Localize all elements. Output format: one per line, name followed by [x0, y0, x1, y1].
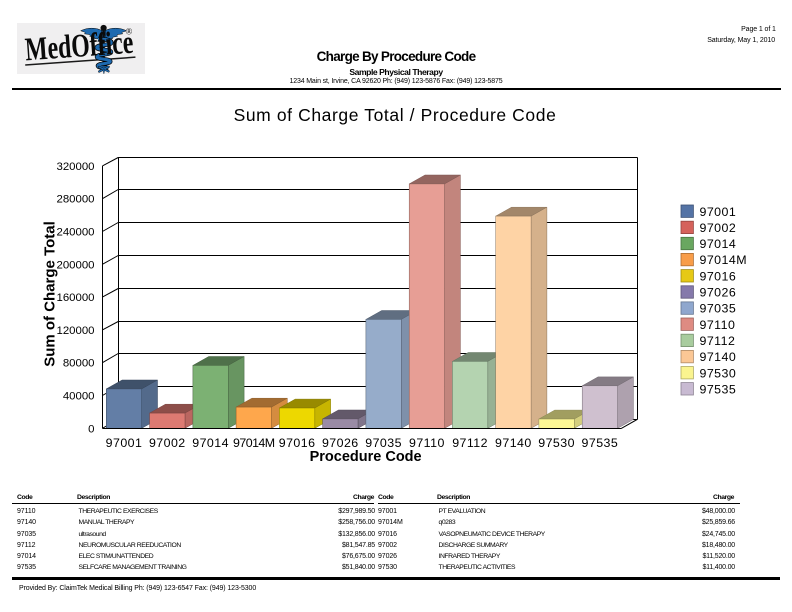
svg-text:97112: 97112 — [700, 334, 736, 348]
svg-text:97026: 97026 — [700, 286, 737, 300]
svg-text:®: ® — [126, 27, 133, 37]
svg-text:Sum of Charge Total: Sum of Charge Total — [42, 221, 59, 367]
svg-text:97001: 97001 — [700, 205, 737, 219]
svg-text:97110: 97110 — [409, 436, 445, 450]
svg-text:97014: 97014 — [700, 237, 737, 251]
svg-text:97026: 97026 — [322, 436, 359, 450]
svg-text:97002: 97002 — [700, 221, 737, 235]
svg-text:97112: 97112 — [452, 436, 488, 450]
svg-text:97530: 97530 — [700, 366, 737, 380]
svg-text:40000: 40000 — [63, 391, 95, 403]
svg-text:Sum of Charge Total / Procedur: Sum of Charge Total / Procedure Code — [234, 105, 557, 125]
svg-text:97035: 97035 — [365, 436, 402, 450]
svg-text:97035: 97035 — [700, 302, 737, 316]
svg-text:97014: 97014 — [192, 436, 229, 450]
svg-text:97535: 97535 — [582, 436, 619, 450]
svg-text:Procedure Code: Procedure Code — [310, 449, 422, 465]
svg-text:97002: 97002 — [149, 436, 186, 450]
svg-text:97530: 97530 — [538, 436, 575, 450]
svg-text:97014M: 97014M — [233, 436, 275, 450]
svg-text:97016: 97016 — [700, 269, 737, 283]
svg-text:320000: 320000 — [56, 161, 94, 173]
svg-text:97140: 97140 — [700, 350, 737, 364]
svg-text:97016: 97016 — [279, 436, 316, 450]
svg-text:80000: 80000 — [63, 358, 95, 370]
svg-text:97140: 97140 — [495, 436, 532, 450]
svg-text:0: 0 — [88, 423, 94, 435]
svg-text:MedOffice: MedOffice — [24, 24, 135, 68]
svg-text:280000: 280000 — [56, 194, 94, 206]
svg-text:160000: 160000 — [56, 292, 94, 304]
svg-text:97001: 97001 — [106, 436, 143, 450]
svg-text:120000: 120000 — [56, 325, 94, 337]
svg-text:97110: 97110 — [700, 318, 736, 332]
svg-text:97014M: 97014M — [700, 253, 747, 267]
svg-text:200000: 200000 — [56, 259, 94, 271]
svg-text:97535: 97535 — [700, 382, 737, 396]
svg-text:240000: 240000 — [56, 227, 94, 239]
